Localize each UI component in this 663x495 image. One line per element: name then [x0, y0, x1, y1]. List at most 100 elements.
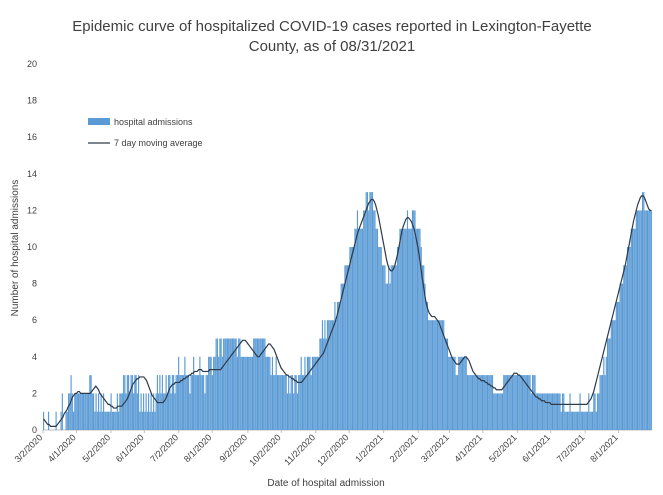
bar: [408, 228, 410, 430]
bar: [481, 375, 484, 430]
bar: [553, 393, 555, 430]
x-tick-label: 10/2/2020: [247, 432, 282, 467]
bar: [220, 338, 222, 430]
bar: [66, 411, 68, 430]
bar: [223, 338, 225, 430]
bar: [584, 411, 586, 430]
bar: [578, 411, 580, 430]
bar: [449, 356, 451, 430]
bar: [479, 375, 481, 430]
bar: [489, 375, 491, 430]
bar: [483, 375, 485, 430]
bar: [105, 411, 107, 430]
bar: [120, 393, 122, 430]
bar: [179, 375, 181, 430]
bar: [118, 411, 120, 430]
bar: [614, 320, 616, 430]
bar: [295, 375, 297, 430]
bar: [365, 192, 367, 430]
bar: [616, 301, 619, 430]
bar: [555, 393, 557, 430]
bar: [410, 228, 412, 430]
bar: [514, 375, 516, 430]
bar: [413, 210, 415, 430]
bar: [488, 375, 490, 430]
bar: [526, 375, 529, 430]
y-tick-label: 0: [32, 425, 37, 435]
bar: [316, 356, 319, 430]
bar: [590, 411, 592, 430]
bar: [98, 393, 100, 430]
bar: [621, 283, 624, 430]
bar: [225, 338, 227, 430]
bar: [183, 375, 185, 430]
bar: [484, 375, 486, 430]
bar: [576, 411, 579, 430]
bar: [279, 375, 281, 430]
bar: [559, 393, 561, 430]
y-tick-label: 6: [32, 315, 37, 325]
bar: [335, 320, 337, 430]
bar: [480, 375, 482, 430]
bar: [574, 411, 576, 430]
bar: [180, 375, 182, 430]
bar: [333, 320, 335, 430]
bar: [415, 228, 417, 430]
bar: [196, 375, 198, 430]
bar: [78, 393, 80, 430]
bar: [350, 247, 352, 430]
bar: [309, 356, 311, 430]
bar: [565, 411, 567, 430]
bar: [248, 356, 250, 430]
bar: [133, 393, 135, 430]
bar: [113, 411, 115, 430]
bar: [136, 393, 138, 430]
bar: [458, 356, 460, 430]
bar: [493, 393, 495, 430]
bar: [465, 356, 467, 430]
bar: [642, 192, 644, 430]
bar: [289, 393, 291, 430]
bar: [130, 375, 132, 430]
bar: [568, 411, 570, 430]
bar: [116, 393, 118, 430]
bar: [605, 356, 607, 430]
bar: [263, 338, 265, 430]
bar: [358, 228, 360, 430]
x-tick-label: 7/2/2021: [555, 432, 587, 464]
bar: [451, 356, 454, 430]
bar: [406, 210, 409, 430]
bar: [158, 393, 160, 430]
bar: [253, 338, 255, 430]
bar: [374, 210, 376, 430]
bar: [135, 375, 137, 430]
bar: [259, 338, 261, 430]
bar: [476, 375, 479, 430]
bar: [200, 375, 202, 430]
bar: [298, 375, 300, 430]
bar: [229, 338, 231, 430]
bar: [331, 320, 334, 430]
bar: [224, 338, 226, 430]
bar: [354, 228, 356, 430]
bar: [145, 393, 147, 430]
bar: [154, 411, 156, 430]
bar: [433, 320, 435, 430]
bar: [464, 356, 466, 430]
bar: [466, 375, 469, 430]
y-tick-label: 2: [32, 388, 37, 398]
bar: [379, 247, 381, 430]
bar: [291, 375, 293, 430]
bar: [445, 338, 447, 430]
bar: [401, 228, 404, 430]
bar: [511, 375, 514, 430]
bar: [191, 375, 193, 430]
y-tick-label: 16: [27, 132, 37, 142]
bar: [443, 320, 445, 430]
bar: [336, 301, 339, 430]
bar: [254, 338, 256, 430]
bar: [115, 411, 117, 430]
x-tick-label: 12/2/2020: [315, 432, 350, 467]
bar: [435, 320, 437, 430]
bar: [426, 301, 429, 430]
